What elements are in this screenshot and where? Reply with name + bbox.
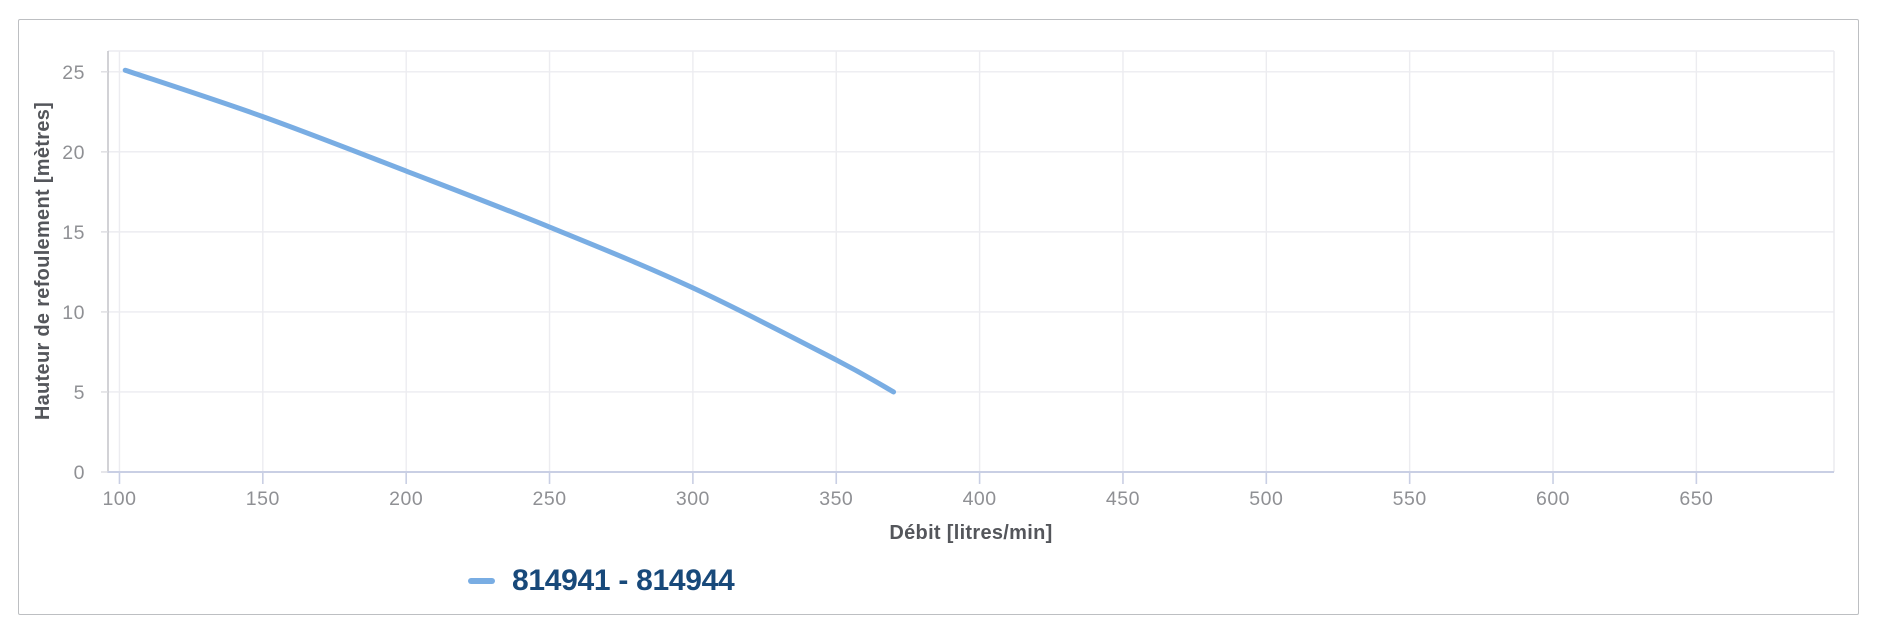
series-line [122, 67, 897, 395]
legend-label: 814941 - 814944 [512, 564, 735, 597]
x-tick-label: 150 [246, 488, 280, 510]
y-tick-label: 0 [74, 462, 85, 484]
x-tick-label: 600 [1536, 488, 1570, 510]
y-tick-label: 15 [62, 222, 85, 244]
x-tick-label: 400 [963, 488, 997, 510]
y-axis-title: Hauteur de refoulement [mètres] [32, 102, 54, 420]
x-axis-title: Débit [litres/min] [889, 522, 1052, 544]
legend[interactable]: 814941 - 814944 [468, 562, 735, 600]
x-tick-label: 200 [389, 488, 423, 510]
y-tick-label: 5 [74, 382, 85, 404]
pump-curve-chart: 100 150 200 250 300 350 400 450 500 550 600 650 0 5 10… [32, 50, 1835, 544]
legend-line-swatch [468, 578, 495, 584]
x-tick-label: 450 [1106, 488, 1140, 510]
y-tick-label: 10 [62, 302, 85, 324]
x-tick-label: 300 [676, 488, 710, 510]
x-tick-label: 550 [1393, 488, 1427, 510]
x-tick-label: 500 [1249, 488, 1283, 510]
y-tick-label: 20 [62, 142, 85, 164]
x-tick-label: 350 [819, 488, 853, 510]
y-tick-label: 25 [62, 62, 85, 84]
x-tick-label: 250 [533, 488, 567, 510]
chart-panel: 100 150 200 250 300 350 400 450 500 550 600 650 0 5 10… [18, 19, 1859, 615]
plot-area: 100 150 200 250 300 350 400 450 500 550 600 650 0 5 10… [62, 50, 1835, 510]
x-tick-label: 650 [1679, 488, 1713, 510]
x-tick-label: 100 [102, 488, 136, 510]
